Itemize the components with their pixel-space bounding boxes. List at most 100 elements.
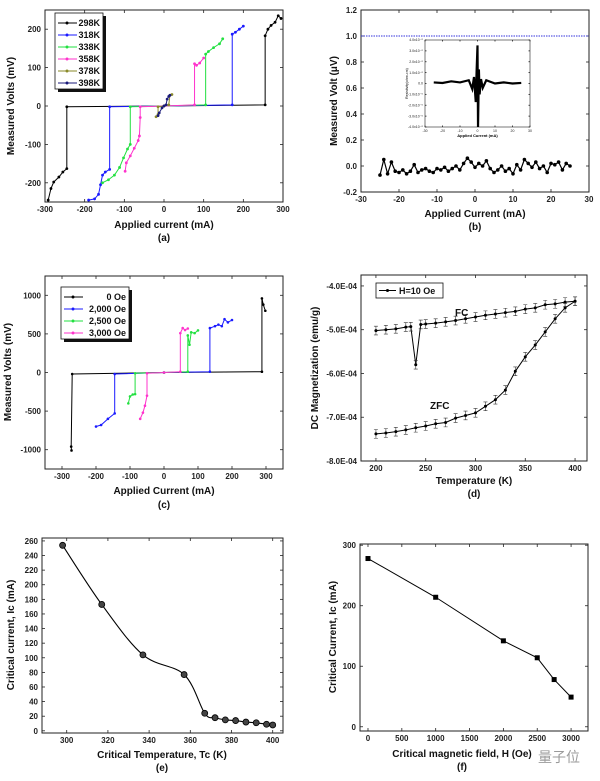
data-point xyxy=(404,325,408,329)
data-point xyxy=(534,160,538,164)
fc-annotation: FC xyxy=(455,308,468,319)
legend-marker xyxy=(71,307,75,311)
x-tick-label: 0 xyxy=(477,129,479,133)
x-tick-label: -30 xyxy=(422,129,427,133)
data-point xyxy=(454,164,458,168)
data-point xyxy=(465,156,470,160)
data-point xyxy=(162,371,166,374)
x-tick-label: -300 xyxy=(37,205,54,214)
data-point xyxy=(133,392,137,396)
x-axis-title: Applied Current (mA) xyxy=(424,209,525,220)
data-point xyxy=(226,321,230,324)
x-tick-label: 20 xyxy=(547,195,556,204)
data-point xyxy=(279,17,283,20)
y-tick-label: -1.0x10⁻⁵ xyxy=(408,93,424,97)
legend: 0 Oe 2,000 Oe 2,500 Oe 3,000 Oe xyxy=(60,286,132,342)
data-point xyxy=(46,198,50,202)
data-point xyxy=(87,198,91,202)
data-point xyxy=(186,334,190,337)
data-point xyxy=(434,321,438,325)
legend-marker xyxy=(65,33,69,37)
data-point xyxy=(70,372,74,376)
data-point xyxy=(523,355,527,359)
data-point xyxy=(223,317,226,321)
legend-label: 0 Oe xyxy=(106,292,126,302)
data-point xyxy=(212,46,215,50)
x-tick-label: -10 xyxy=(457,129,462,133)
data-point xyxy=(237,27,241,31)
data-point xyxy=(551,677,557,683)
data-point xyxy=(70,449,73,452)
y-tick-label: -100 xyxy=(25,140,42,149)
data-point xyxy=(530,165,534,170)
data-point xyxy=(446,169,451,173)
legend-marker xyxy=(65,21,69,25)
panel-label: (f) xyxy=(457,762,467,773)
x-tick-label: -20 xyxy=(393,195,405,204)
data-point xyxy=(193,103,196,107)
data-point xyxy=(416,170,420,175)
x-axis-title: Applied Current (mA) xyxy=(113,486,214,497)
series-338k xyxy=(101,37,225,185)
data-point xyxy=(188,343,191,347)
data-point xyxy=(57,175,61,179)
legend-label: 338K xyxy=(78,42,100,52)
x-tick-label: 320 xyxy=(101,736,115,745)
data-point xyxy=(503,169,508,173)
x-tick-label: 200 xyxy=(237,205,251,214)
x-tick-label: 350 xyxy=(519,464,533,473)
data-point xyxy=(99,423,103,427)
data-point xyxy=(493,312,497,316)
x-tick-label: -30 xyxy=(355,195,367,204)
data-point xyxy=(473,315,477,319)
x-tick-label: 10 xyxy=(509,195,518,204)
data-point xyxy=(541,164,546,168)
data-point xyxy=(145,371,149,375)
legend-label: 378K xyxy=(78,66,100,76)
data-point xyxy=(488,166,493,171)
x-tick-label: 250 xyxy=(419,464,433,473)
data-point xyxy=(394,327,398,331)
panel-e-chart: 300 320 340 360 380 400 0 20 40 60 80 100 120 140 160 1… xyxy=(6,537,284,774)
data-point xyxy=(384,431,388,435)
data-point xyxy=(156,105,160,109)
y-axis-title: Measured Volts (mV) xyxy=(3,323,14,421)
y-tick-label: -7.0E-04 xyxy=(326,413,357,422)
data-point xyxy=(138,134,141,138)
data-point xyxy=(266,27,270,31)
data-point xyxy=(234,30,237,34)
y-tick-label: 1.0x10⁻⁵ xyxy=(409,71,423,75)
series-0 xyxy=(378,156,572,177)
y-tick-label: 200 xyxy=(343,602,357,611)
y-tick-label: 0.2 xyxy=(346,136,358,145)
x-tick-label: 2500 xyxy=(528,734,546,743)
x-axis-title: Temperature (K) xyxy=(436,476,513,487)
x-tick-label: 100 xyxy=(197,205,211,214)
data-point xyxy=(433,594,439,600)
data-point xyxy=(404,428,408,432)
data-point xyxy=(232,717,240,724)
x-tick-label: 2000 xyxy=(494,734,512,743)
x-tick-label: 300 xyxy=(276,205,290,214)
y-axis-title: DC Magnetization (emu/g) xyxy=(310,307,321,430)
data-point xyxy=(500,638,506,644)
data-point xyxy=(108,105,112,109)
panel-label: (c) xyxy=(158,500,170,511)
data-point xyxy=(394,430,398,434)
y-tick-label: -3.0x10⁻⁵ xyxy=(408,114,424,118)
data-point xyxy=(378,173,382,177)
data-point xyxy=(503,388,507,392)
data-point xyxy=(477,161,481,166)
y-tick-label: 2.0x10⁻⁵ xyxy=(409,60,423,64)
data-point xyxy=(164,103,168,107)
x-tick-label: 0 xyxy=(473,195,478,204)
y-tick-label: 0 xyxy=(34,727,39,736)
y-tick-label: 1000 xyxy=(23,291,41,300)
y-tick-label: -500 xyxy=(25,407,42,416)
data-point xyxy=(230,32,234,36)
data-point xyxy=(99,183,102,187)
series-0 xyxy=(365,556,574,700)
y-tick-label: 180 xyxy=(25,595,39,604)
x-tick-label: 200 xyxy=(225,472,239,481)
y-tick-label: 500 xyxy=(28,330,42,339)
